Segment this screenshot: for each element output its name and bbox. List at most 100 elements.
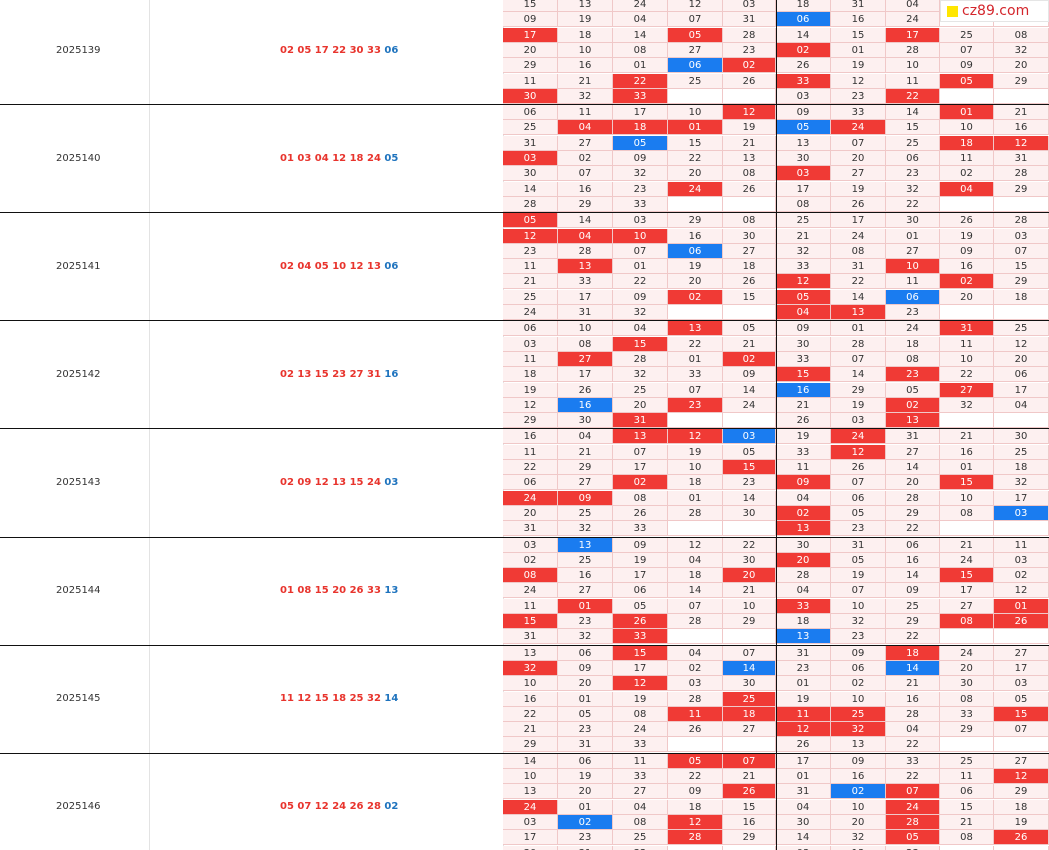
trend-cell: 28 [886, 490, 940, 506]
trend-cell: 19 [831, 568, 886, 584]
issue-number: 2025139 [56, 44, 101, 56]
trend-cell: 25 [558, 552, 613, 568]
trend-cell: 04 [776, 583, 831, 599]
trend-cell: 02 [940, 274, 994, 290]
trend-cell: 01 [831, 321, 886, 337]
trend-cell: 07 [613, 444, 668, 460]
issue-divider [0, 212, 1049, 214]
trend-cell: 27 [613, 784, 668, 800]
trend-cell: 12 [994, 135, 1049, 151]
trend-cell: 26 [723, 274, 776, 290]
trend-cell: 12 [668, 429, 723, 445]
trend-cell: 12 [668, 0, 723, 12]
trend-cell: 33 [776, 351, 831, 367]
trend-cell: 15 [723, 799, 776, 815]
trend-cell: 32 [558, 629, 613, 645]
trend-cell: 19 [831, 397, 886, 413]
trend-cell: 03 [723, 429, 776, 445]
issue-divider [0, 536, 1049, 538]
trend-cell: 21 [994, 105, 1049, 121]
trend-cell: 31 [558, 305, 613, 320]
trend-cell: 32 [831, 830, 886, 846]
blue-ball: 05 [384, 152, 399, 164]
trend-cell: 24 [940, 552, 994, 568]
red-balls: 02 05 17 22 30 33 [280, 44, 385, 56]
trend-cell: 22 [613, 73, 668, 89]
trend-cell: 32 [613, 845, 668, 850]
trend-cell: 18 [723, 259, 776, 275]
trend-cell: 29 [994, 73, 1049, 89]
trend-cell: 22 [668, 769, 723, 784]
trend-cell: 25 [994, 321, 1049, 337]
trend-cell: 05 [886, 382, 940, 398]
trend-cell: 27 [668, 42, 723, 58]
trend-cell: 22 [886, 769, 940, 784]
trend-cell: 20 [558, 784, 613, 800]
trend-cell: 17 [994, 490, 1049, 506]
trend-cell: 11 [558, 105, 613, 121]
trend-cell: 12 [613, 676, 668, 692]
trend-cell: 18 [886, 336, 940, 352]
trend-cell: 04 [886, 722, 940, 738]
trend-cell: 10 [940, 120, 994, 136]
trend-cell: 01 [558, 598, 613, 614]
trend-cell: 22 [503, 460, 558, 475]
trend-cell: 02 [668, 289, 723, 305]
trend-cell: 05 [886, 830, 940, 846]
trend-cell: 28 [831, 336, 886, 352]
trend-cell: 29 [994, 784, 1049, 800]
trend-cell [994, 88, 1049, 104]
trend-cell: 13 [831, 305, 886, 320]
trend-cell: 31 [831, 259, 886, 275]
trend-cell: 10 [831, 598, 886, 614]
trend-cell: 29 [723, 830, 776, 846]
trend-cell: 06 [668, 243, 723, 259]
trend-cell: 01 [940, 105, 994, 121]
trend-cell: 29 [994, 274, 1049, 290]
trend-cell: 21 [940, 537, 994, 553]
trend-cell: 31 [503, 135, 558, 151]
trend-cell: 03 [503, 814, 558, 830]
trend-cell: 27 [558, 583, 613, 599]
trend-cell: 09 [831, 645, 886, 661]
trend-cell: 27 [558, 351, 613, 367]
red-balls: 02 04 05 10 12 13 [280, 260, 385, 272]
trend-cell: 04 [613, 12, 668, 28]
trend-cell: 27 [723, 722, 776, 738]
trend-cell: 04 [776, 490, 831, 506]
trend-cell: 32 [831, 614, 886, 629]
trend-cell: 03 [831, 413, 886, 429]
issue-divider [0, 320, 1049, 322]
trend-cell: 17 [994, 660, 1049, 676]
trend-cell: 30 [503, 845, 558, 850]
trend-cell: 10 [503, 676, 558, 692]
trend-cell: 22 [723, 537, 776, 553]
trend-cell: 09 [558, 660, 613, 676]
trend-cell: 29 [886, 614, 940, 629]
trend-cell: 12 [668, 537, 723, 553]
draw-numbers: 02 09 12 13 15 24 03 [280, 477, 398, 489]
trend-cell: 07 [613, 243, 668, 259]
trend-cell: 17 [613, 568, 668, 584]
trend-cell [723, 413, 776, 429]
issue-divider [0, 428, 1049, 430]
trend-cell: 21 [503, 722, 558, 738]
issue-number: 2025143 [56, 476, 101, 488]
trend-cell: 07 [723, 645, 776, 661]
trend-cell [940, 88, 994, 104]
trend-cell: 05 [994, 691, 1049, 707]
red-balls: 02 13 15 23 27 31 [280, 368, 385, 380]
trend-cell: 29 [831, 382, 886, 398]
trend-cell: 23 [723, 475, 776, 491]
trend-cell: 26 [668, 722, 723, 738]
trend-cell: 12 [994, 583, 1049, 599]
trend-cell: 21 [776, 397, 831, 413]
trend-cell: 28 [994, 213, 1049, 229]
trend-cell: 17 [558, 367, 613, 383]
trend-cell: 14 [886, 660, 940, 676]
trend-cell: 16 [723, 814, 776, 830]
trend-cell: 31 [503, 521, 558, 537]
trend-cell: 24 [831, 228, 886, 244]
trend-cell: 03 [503, 336, 558, 352]
trend-cell: 07 [940, 42, 994, 58]
